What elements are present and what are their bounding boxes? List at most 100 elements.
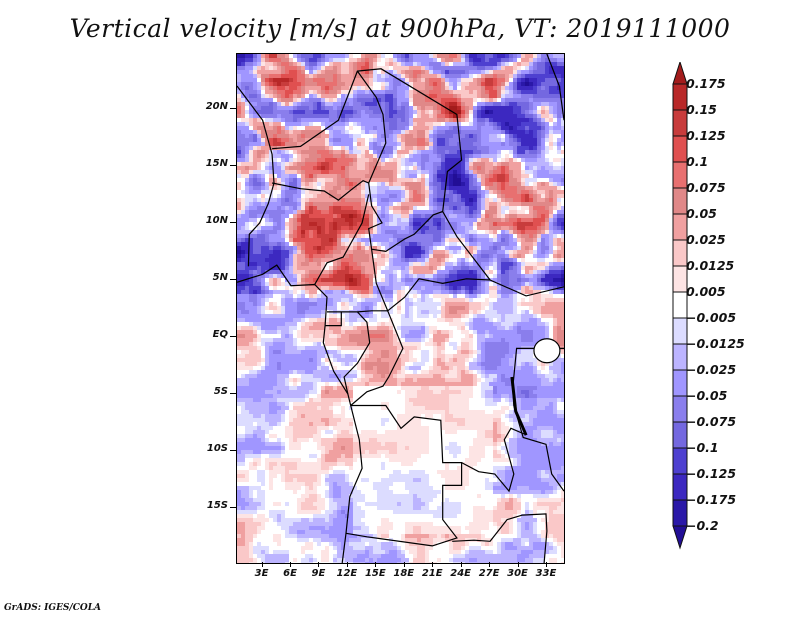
field-cell xyxy=(345,270,349,274)
field-cell xyxy=(457,218,461,222)
field-cell xyxy=(473,82,477,86)
field-cell xyxy=(509,110,513,114)
field-cell xyxy=(309,122,313,126)
field-cell xyxy=(269,110,273,114)
field-cell xyxy=(557,166,561,170)
field-cell xyxy=(533,234,537,238)
field-cell xyxy=(385,230,389,234)
field-cell xyxy=(477,86,481,90)
field-cell xyxy=(437,110,441,114)
field-cell xyxy=(465,210,469,214)
field-cell xyxy=(493,222,497,226)
field-cell xyxy=(457,82,461,86)
field-cell xyxy=(493,170,497,174)
field-cell xyxy=(373,226,377,230)
field-cell xyxy=(397,154,401,158)
field-cell xyxy=(297,102,301,106)
field-cell xyxy=(273,286,277,290)
field-cell xyxy=(361,190,365,194)
field-cell xyxy=(261,66,265,70)
field-cell xyxy=(517,226,521,230)
field-cell xyxy=(497,54,501,58)
field-cell xyxy=(329,174,333,178)
field-cell xyxy=(509,282,513,286)
field-cell xyxy=(485,58,489,62)
field-cell xyxy=(361,66,365,70)
field-cell xyxy=(485,266,489,270)
field-cell xyxy=(329,170,333,174)
field-cell xyxy=(385,290,389,294)
field-cell xyxy=(369,118,373,122)
field-cell xyxy=(561,230,564,234)
field-cell xyxy=(533,158,537,162)
field-cell xyxy=(421,174,425,178)
field-cell xyxy=(405,210,409,214)
field-cell xyxy=(349,54,353,58)
field-cell xyxy=(453,110,457,114)
field-cell xyxy=(317,214,321,218)
field-cell xyxy=(249,258,253,262)
field-cell xyxy=(541,274,545,278)
field-cell xyxy=(249,62,253,66)
field-cell xyxy=(401,294,405,298)
field-cell xyxy=(373,150,377,154)
field-cell xyxy=(345,226,349,230)
field-cell xyxy=(437,302,441,306)
field-cell xyxy=(293,162,297,166)
field-cell xyxy=(249,90,253,94)
field-cell xyxy=(341,258,345,262)
field-cell xyxy=(345,202,349,206)
field-cell xyxy=(481,258,485,262)
field-cell xyxy=(297,82,301,86)
field-cell xyxy=(273,230,277,234)
field-cell xyxy=(557,202,561,206)
field-cell xyxy=(453,286,457,290)
field-cell xyxy=(545,302,549,306)
field-cell xyxy=(253,134,257,138)
field-cell xyxy=(309,58,313,62)
field-cell xyxy=(469,126,473,130)
field-cell xyxy=(541,74,545,78)
field-cell xyxy=(373,106,377,110)
field-cell xyxy=(269,270,273,274)
field-cell xyxy=(525,262,529,266)
field-cell xyxy=(365,110,369,114)
field-cell xyxy=(421,190,425,194)
field-cell xyxy=(413,286,417,290)
field-cell xyxy=(481,102,485,106)
field-cell xyxy=(277,86,281,90)
field-cell xyxy=(297,106,301,110)
field-cell xyxy=(293,110,297,114)
field-cell xyxy=(529,242,533,246)
field-cell xyxy=(413,198,417,202)
field-cell xyxy=(297,86,301,90)
field-cell xyxy=(261,86,265,90)
field-cell xyxy=(273,90,277,94)
field-cell xyxy=(509,54,513,58)
field-cell xyxy=(317,118,321,122)
field-cell xyxy=(277,226,281,230)
field-cell xyxy=(461,174,465,178)
field-cell xyxy=(325,90,329,94)
field-cell xyxy=(393,238,397,242)
field-cell xyxy=(509,210,513,214)
field-cell xyxy=(393,178,397,182)
field-cell xyxy=(453,142,457,146)
field-cell xyxy=(329,78,333,82)
field-cell xyxy=(409,302,413,306)
field-cell xyxy=(289,178,293,182)
field-cell xyxy=(521,158,525,162)
field-cell xyxy=(381,258,385,262)
field-cell xyxy=(249,254,253,258)
field-cell xyxy=(329,102,333,106)
field-cell xyxy=(441,166,445,170)
field-cell xyxy=(253,270,257,274)
field-cell xyxy=(449,114,453,118)
field-cell xyxy=(401,162,405,166)
field-cell xyxy=(493,118,497,122)
field-cell xyxy=(333,70,337,74)
field-cell xyxy=(321,166,325,170)
field-cell xyxy=(305,74,309,78)
field-cell xyxy=(365,298,369,302)
field-cell xyxy=(265,286,269,290)
